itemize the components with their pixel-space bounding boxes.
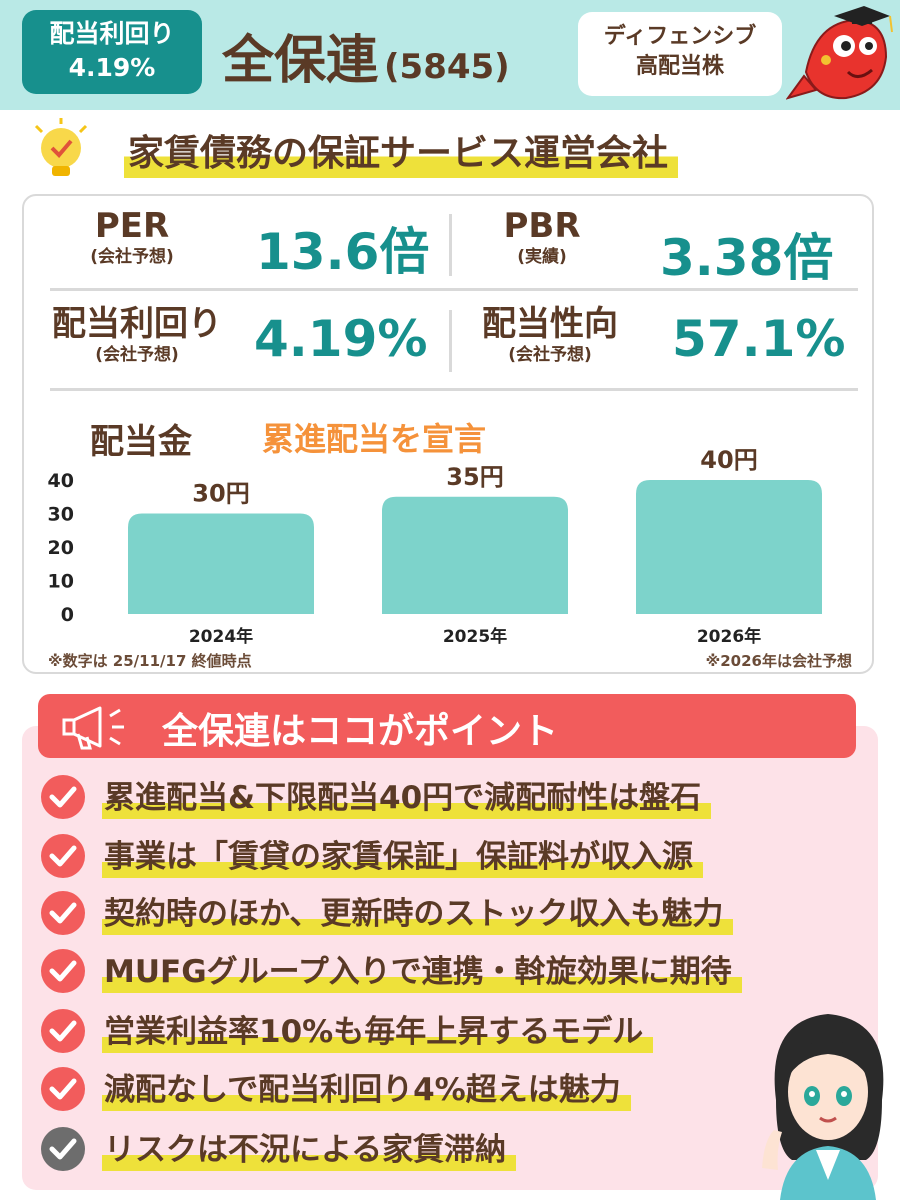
point-text: リスクは不況による家賃滞納 — [102, 1124, 517, 1171]
point-text: MUFGグループ入りで連携・斡旋効果に期待 — [102, 946, 742, 993]
bar-data-label: 35円 — [446, 463, 503, 491]
footnote-right: ※2026年は会社予想 — [705, 652, 852, 670]
y-tick-label: 0 — [61, 604, 74, 626]
point-text: 営業利益率10%も毎年上昇するモデル — [102, 1006, 654, 1053]
dividend-yield-label-block: 配当利回り (会社予想) — [42, 304, 232, 366]
megaphone-icon — [62, 706, 124, 750]
checkmark-icon — [41, 1009, 85, 1053]
company-title: 全保連 (5845) — [222, 18, 510, 93]
divider-vertical-bottom — [449, 310, 452, 372]
per-value: 13.6倍 — [256, 223, 430, 281]
points-header: 全保連はココがポイント — [38, 694, 856, 758]
x-tick-label: 2026年 — [697, 626, 761, 647]
y-tick-label: 30 — [48, 504, 74, 526]
yield-badge-label: 配当利回り — [49, 19, 175, 48]
y-tick-label: 10 — [48, 571, 74, 593]
dividend-yield-value: 4.19% — [254, 310, 428, 368]
dividend-chart-title: 配当金 — [90, 422, 192, 462]
category-line-1: ディフェンシブ — [603, 24, 757, 49]
point-text: 契約時のほか、更新時のストック収入も魅力 — [102, 888, 734, 935]
checkmark-icon — [41, 1067, 85, 1111]
divider-vertical-top — [449, 214, 452, 276]
bar-data-label: 40円 — [700, 446, 757, 474]
payout-ratio-value: 57.1% — [672, 310, 846, 368]
metrics-card: PER (会社予想) 13.6倍 PBR (実績) 3.38倍 配当利回り (会… — [22, 194, 874, 674]
company-code: (5845) — [384, 47, 510, 87]
bar-2025年 — [382, 496, 568, 614]
payout-ratio-label-block: 配当性向 (会社予想) — [470, 304, 630, 366]
category-line-2: 高配当株 — [635, 54, 724, 79]
pbr-label: PBR — [503, 206, 581, 246]
per-label-block: PER (会社予想) — [62, 206, 202, 268]
woman-character-icon — [762, 1014, 884, 1200]
point-text: 事業は「賃貸の家賃保証」保証料が収入源 — [102, 831, 703, 878]
lightbulb-icon — [34, 118, 88, 176]
divider-horizontal-1 — [50, 288, 858, 291]
yield-badge-value: 4.19% — [68, 53, 156, 82]
checkmark-icon — [41, 949, 85, 993]
y-tick-label: 20 — [48, 537, 74, 559]
dividend-bar-chart: 0 10 20 30 40 30円 2024年 35円 2025年 40円 2026年 — [48, 446, 822, 647]
pbr-label-block: PBR (実績) — [482, 206, 602, 268]
point-text: 減配なしで配当利回り4%超えは魅力 — [102, 1064, 631, 1111]
subtitle-row: 家賃債務の保証サービス運営会社 — [28, 114, 888, 186]
checkmark-icon — [41, 891, 85, 935]
y-tick-label: 40 — [48, 470, 74, 492]
footnote-left: ※数字は 25/11/17 終値時点 — [48, 652, 252, 670]
dividend-chart-note: 累進配当を宣言 — [262, 420, 487, 458]
per-label: PER — [94, 206, 170, 246]
payout-ratio-label: 配当性向 — [482, 304, 618, 344]
company-name: 全保連 — [222, 31, 379, 91]
pbr-value: 3.38倍 — [660, 229, 834, 287]
checkmark-icon — [41, 1127, 85, 1171]
payout-ratio-sub-label: (会社予想) — [508, 345, 592, 365]
divider-horizontal-2 — [50, 388, 858, 391]
bar-2024年 — [128, 513, 314, 614]
bar-data-label: 30円 — [192, 480, 249, 508]
bar-2026年 — [636, 480, 822, 614]
x-tick-label: 2025年 — [443, 626, 507, 647]
pbr-sub-label: (実績) — [517, 247, 567, 267]
checkmark-icon — [41, 834, 85, 878]
header-banner: 配当利回り 4.19% 全保連 (5845) ディフェンシブ 高配当株 — [0, 0, 900, 110]
points-title: 全保連はココがポイント — [162, 711, 559, 752]
yield-badge: 配当利回り 4.19% — [22, 10, 202, 94]
page-subtitle: 家賃債務の保証サービス運営会社 — [124, 124, 679, 178]
point-text: 累進配当&下限配当40円で減配耐性は盤石 — [102, 772, 712, 819]
x-tick-label: 2024年 — [189, 626, 253, 647]
dividend-yield-sub-label: (会社予想) — [95, 345, 179, 365]
dividend-yield-label: 配当利回り — [52, 304, 222, 344]
category-badge: ディフェンシブ 高配当株 — [578, 12, 782, 96]
per-sub-label: (会社予想) — [90, 247, 174, 267]
fish-mascot-icon — [786, 6, 893, 100]
checkmark-icon — [41, 775, 85, 819]
